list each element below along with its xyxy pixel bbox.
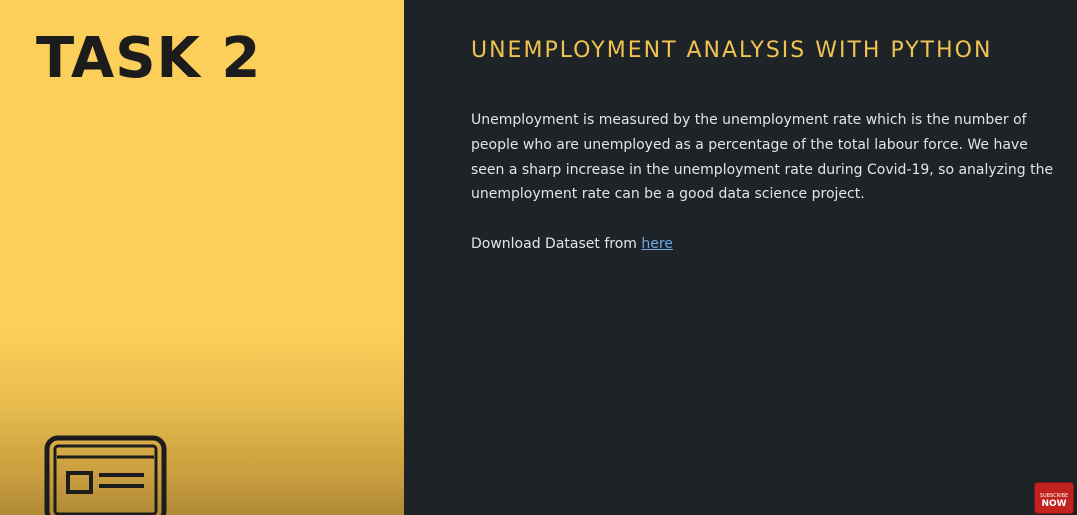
project-title: UNEMPLOYMENT ANALYSIS WITH PYTHON xyxy=(471,38,993,63)
subscribe-label: SUBSCRIBE xyxy=(1039,493,1069,499)
id-card-icon xyxy=(44,435,167,515)
project-description: Unemployment is measured by the unemploy… xyxy=(471,112,1054,203)
dataset-download-link[interactable]: here xyxy=(641,236,673,252)
subscribe-now-button[interactable]: SUBSCRIBE NOW xyxy=(1035,483,1073,513)
download-prefix: Download Dataset from xyxy=(471,236,642,252)
task-title: TASK 2 xyxy=(36,26,262,91)
now-label: NOW xyxy=(1041,499,1067,509)
left-panel: TASK 2 xyxy=(0,0,404,515)
download-line: Download Dataset from here xyxy=(471,232,673,256)
right-panel: UNEMPLOYMENT ANALYSIS WITH PYTHON Unempl… xyxy=(404,0,1077,515)
